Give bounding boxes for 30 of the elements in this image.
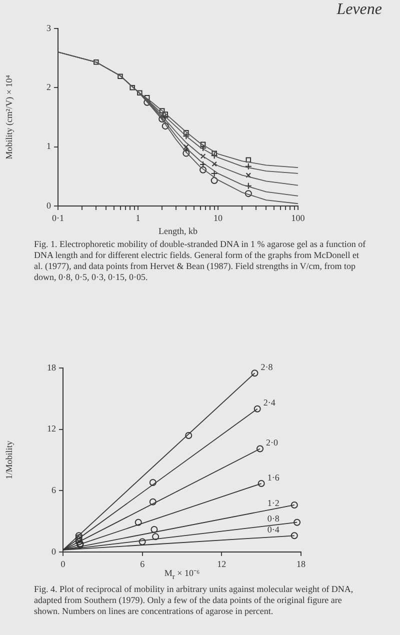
x-tick-label: 12 bbox=[217, 558, 226, 569]
x-tick-label: 10 bbox=[214, 212, 223, 223]
annotation: 2·8 bbox=[260, 362, 274, 372]
x-tick-label: 0·1 bbox=[52, 212, 64, 223]
x-tick-label: 0 bbox=[60, 558, 66, 569]
x-axis-title: Length, kb bbox=[158, 226, 198, 237]
y-tick-label: 1 bbox=[46, 141, 51, 152]
y-axis-title: Mobility (cm²/V) × 10⁴ bbox=[4, 75, 14, 160]
x-axis-title: M$_{r}$ × 10⁻⁶ bbox=[163, 568, 201, 582]
text: Levene bbox=[336, 0, 383, 20]
annotation: 0·8 bbox=[267, 513, 280, 524]
annotation: 1·6 bbox=[267, 472, 280, 482]
annotation: 2·4 bbox=[263, 398, 276, 408]
y-tick-label: 12 bbox=[47, 424, 56, 434]
y-tick-label: 18 bbox=[47, 362, 56, 372]
caption: Fig. 1. Electrophoretic mobility of double-stranded DNA in 1 % agarose gel as a function of DNA length and for different electric fields. General form of the graphs from McDonell et al. (1977), and data points from Hervet & Bean (1987). Field strengths in V/cm, from top down, 0·8, 0·5, 0·3, 0·15, 0·05. bbox=[34, 239, 366, 283]
y-tick-label: 3 bbox=[46, 22, 52, 33]
annotation: 0·4 bbox=[267, 524, 280, 535]
x-tick-label: 18 bbox=[296, 558, 306, 569]
y-tick-label: 6 bbox=[52, 485, 56, 496]
x-tick-label: 6 bbox=[140, 558, 146, 569]
x-tick-label: 100 bbox=[291, 212, 306, 223]
y-tick-label: 2 bbox=[46, 82, 51, 92]
annotation: 1·2 bbox=[267, 498, 280, 508]
y-axis-title: 1/Mobility bbox=[4, 440, 14, 480]
y-tick-label: 0 bbox=[46, 200, 52, 210]
caption: Fig. 4. Plot of reciprocal of mobility in arbitrary units against molecular weight of DNA, adapted from Southern (1979). Only a few of the data points of the original figure are shown. Numbers on lines are concentrations of agarose in percent. bbox=[34, 584, 354, 617]
y-tick-label: 0 bbox=[52, 546, 56, 556]
annotation: 2·0 bbox=[266, 438, 279, 448]
x-tick-label: 1 bbox=[136, 212, 140, 223]
